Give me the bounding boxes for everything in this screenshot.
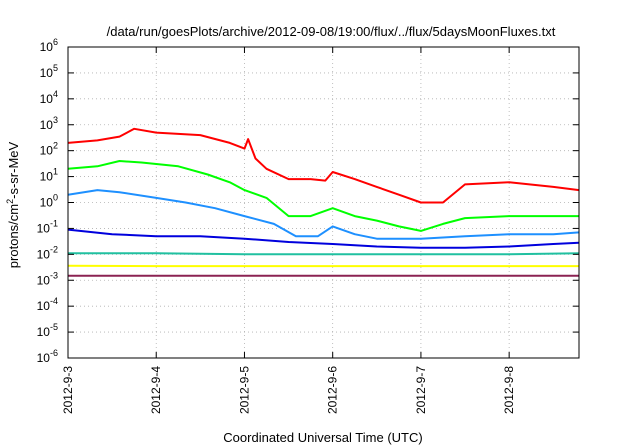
grid (68, 47, 579, 358)
series-line-2 (67, 160, 579, 232)
y-tick-label-base: 10 (40, 118, 54, 132)
y-tick-label-base: 10 (40, 92, 54, 106)
y-axis-label-sup: 2 (5, 199, 15, 204)
y-tick-label-exp: -5 (50, 322, 58, 332)
series-line-3 (67, 189, 580, 240)
x-tick-label: 2012-9-4 (149, 366, 163, 414)
chart-title: /data/run/goesPlots/archive/2012-09-08/1… (107, 24, 556, 39)
y-tick-label-base: 10 (37, 351, 51, 365)
y-axis-label: protons/cm2-s-sr-MeV (5, 141, 21, 268)
y-tick-label-base: 10 (37, 273, 51, 287)
y-tick-label-exp: 4 (53, 89, 58, 99)
y-tick-label-exp: 2 (53, 141, 58, 151)
y-tick-label: 10-2 (37, 244, 58, 261)
y-tick-label: 105 (40, 63, 58, 80)
y-tick-label-exp: 6 (53, 37, 58, 47)
y-tick-label: 104 (40, 89, 58, 106)
y-tick-label-base: 10 (37, 247, 51, 261)
y-tick-label-exp: -2 (50, 244, 58, 254)
y-tick-label: 100 (40, 193, 58, 210)
plot-series (67, 127, 580, 277)
y-tick-label: 101 (40, 167, 58, 184)
y-tick-label-base: 10 (37, 325, 51, 339)
y-tick-label-exp: -6 (50, 348, 58, 358)
y-tick-label-base: 10 (40, 170, 54, 184)
x-axis-label: Coordinated Universal Time (UTC) (223, 430, 422, 445)
series-line-5 (68, 252, 580, 256)
y-axis: 10-610-510-410-310-210-11001011021031041… (37, 37, 579, 365)
y-tick-label-exp: 3 (53, 115, 58, 125)
y-tick-label-base: 10 (37, 221, 51, 235)
x-tick-label: 2012-9-8 (502, 366, 516, 414)
y-tick-label-exp: -4 (50, 296, 58, 306)
y-axis-label-rest: -s-sr-MeV (6, 141, 21, 198)
y-tick-label-exp: 5 (53, 63, 58, 73)
y-tick-label-exp: -3 (50, 270, 58, 280)
y-tick-label-base: 10 (40, 196, 54, 210)
y-tick-label: 10-1 (37, 218, 58, 235)
y-tick-label: 102 (40, 141, 58, 158)
y-tick-label: 10-5 (37, 322, 58, 339)
y-tick-label: 10-3 (37, 270, 58, 287)
y-tick-label-exp: 1 (53, 167, 58, 177)
y-tick-label: 10-4 (37, 296, 58, 313)
x-axis: 2012-9-3 2012-9-4 2012-9-5 2012-9-6 2012-9-7… (61, 47, 516, 414)
y-axis-label-base: protons/cm (6, 204, 21, 268)
x-tick-label: 2012-9-3 (61, 366, 75, 414)
series-line-4 (67, 228, 580, 249)
y-tick-label-base: 10 (40, 40, 54, 54)
y-tick-label-exp: -1 (50, 218, 58, 228)
y-tick-label-base: 10 (40, 66, 54, 80)
y-tick-label-base: 10 (40, 144, 54, 158)
series-line-1 (67, 127, 580, 204)
y-tick-label-base: 10 (37, 299, 51, 313)
y-tick-label: 10-6 (37, 348, 58, 365)
x-tick-label: 2012-9-6 (326, 366, 340, 414)
y-tick-label: 106 (40, 37, 58, 54)
x-tick-label: 2012-9-7 (414, 366, 428, 414)
y-tick-label-exp: 0 (53, 193, 58, 203)
y-tick-label: 103 (40, 115, 58, 132)
x-tick-label: 2012-9-5 (237, 366, 251, 414)
